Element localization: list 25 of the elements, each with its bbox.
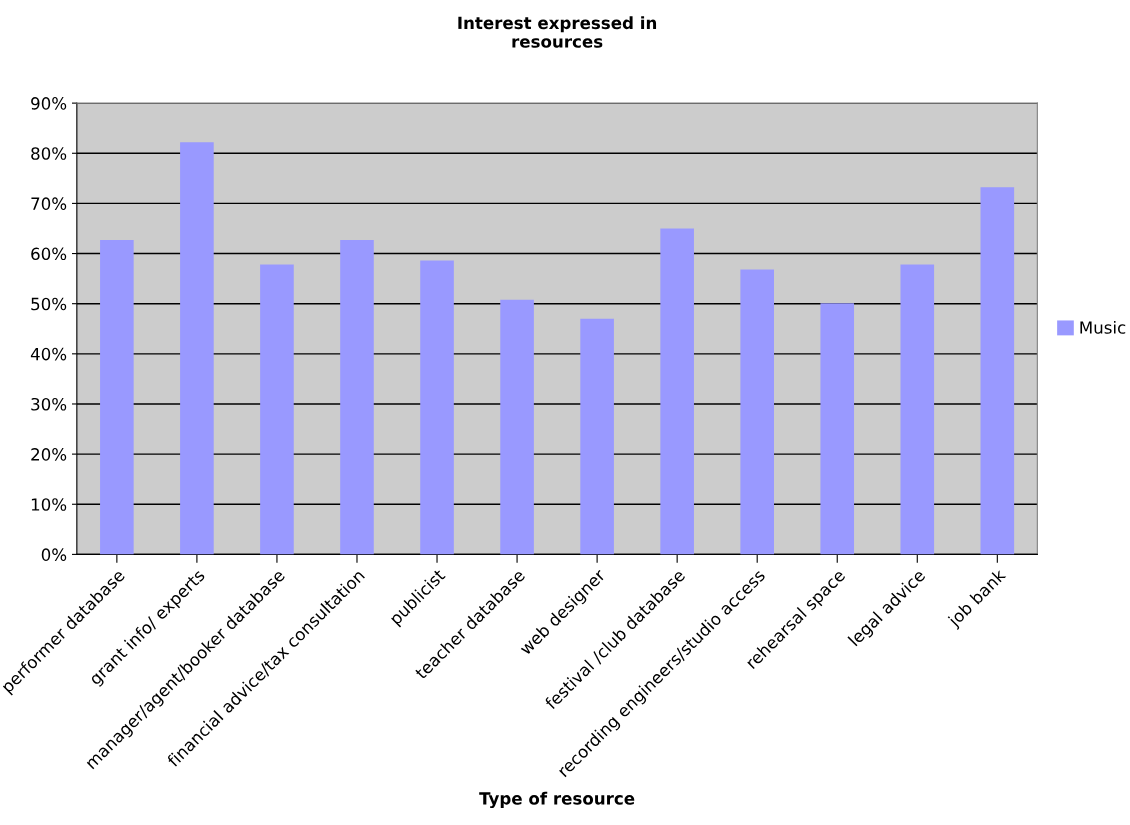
bar <box>580 318 614 555</box>
bar <box>100 240 134 555</box>
bar <box>500 299 534 555</box>
bar <box>340 240 374 555</box>
y-tick-label: 10% <box>31 498 67 511</box>
y-tick-label: 80% <box>31 147 67 160</box>
bar <box>260 264 294 555</box>
bar <box>900 264 935 555</box>
y-tick-label: 90% <box>31 97 67 110</box>
y-tick-label: 30% <box>31 397 67 411</box>
bar <box>820 303 855 555</box>
y-tick-label: 70% <box>31 197 67 210</box>
bar <box>740 269 774 555</box>
y-tick-label: 50% <box>31 297 67 311</box>
chart-title: Interest expressed in resources <box>458 16 657 48</box>
bar <box>660 228 694 555</box>
y-tick-label: 60% <box>31 247 67 261</box>
bar <box>420 260 454 555</box>
bar <box>180 142 214 555</box>
x-axis-title: Type of resource <box>479 791 635 809</box>
legend-label: Music <box>1080 320 1126 334</box>
bar <box>980 187 1015 555</box>
y-tick-label: 40% <box>30 347 67 361</box>
y-tick-label: 20% <box>31 448 67 461</box>
y-tick-label: 0% <box>41 548 67 561</box>
